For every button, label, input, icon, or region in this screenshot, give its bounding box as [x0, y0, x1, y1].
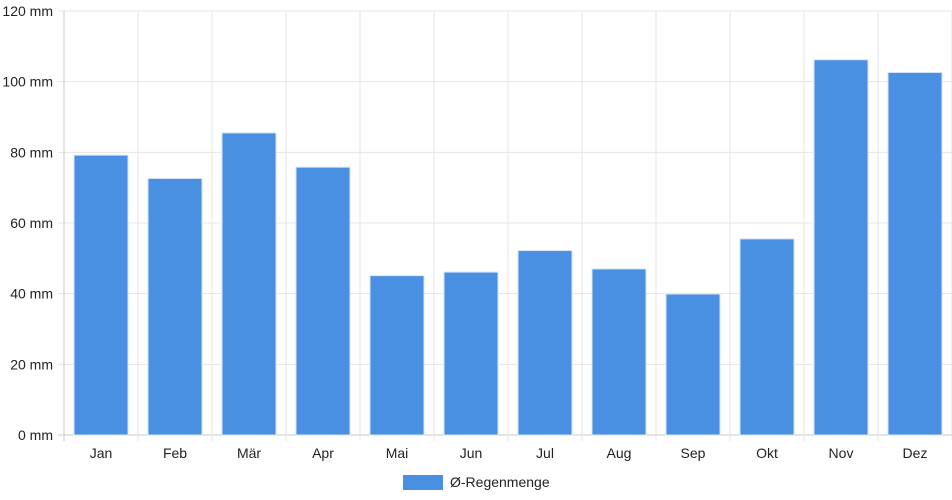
x-tick-label: Feb	[163, 445, 187, 461]
grid-lines	[58, 10, 952, 441]
bar-series	[73, 59, 943, 436]
y-tick-label: 40 mm	[10, 286, 53, 302]
x-tick-label: Okt	[756, 445, 778, 461]
x-tick-label: Jan	[90, 445, 113, 461]
y-tick-label: 60 mm	[10, 215, 53, 231]
y-tick-label: 0 mm	[18, 427, 53, 443]
x-tick-label: Jul	[536, 445, 554, 461]
x-tick-label: Apr	[312, 445, 334, 461]
x-axis: Jan Feb Mär Apr Mai Jun Jul Aug Sep Okt Nov Dez	[90, 445, 928, 461]
bar-jun	[443, 271, 499, 436]
x-tick-label: Mär	[237, 445, 261, 461]
x-tick-label: Mai	[386, 445, 409, 461]
x-tick-label: Jun	[460, 445, 483, 461]
bar-mär	[221, 132, 277, 436]
y-tick-label: 100 mm	[2, 74, 53, 90]
x-tick-label: Sep	[681, 445, 706, 461]
bar-mai	[369, 275, 425, 436]
x-tick-label: Nov	[829, 445, 854, 461]
bar-feb	[147, 177, 203, 436]
x-tick-label: Dez	[903, 445, 928, 461]
bar-apr	[295, 166, 351, 436]
y-tick-label: 120 mm	[2, 3, 53, 19]
x-tick-label: Aug	[607, 445, 632, 461]
legend: Ø-Regenmenge	[403, 474, 550, 490]
bar-jul	[517, 250, 573, 436]
bar-nov	[813, 59, 869, 436]
legend-swatch	[403, 475, 443, 490]
bar-jan	[73, 154, 129, 436]
bar-sep	[665, 293, 721, 436]
y-tick-label: 80 mm	[10, 144, 53, 160]
legend-label: Ø-Regenmenge	[450, 474, 550, 490]
bar-aug	[591, 268, 647, 436]
y-tick-label: 20 mm	[10, 356, 53, 372]
bar-okt	[739, 238, 795, 436]
bar-dez	[887, 71, 943, 436]
y-axis: 0 mm 20 mm 40 mm 60 mm 80 mm 100 mm 120 mm	[2, 3, 53, 443]
